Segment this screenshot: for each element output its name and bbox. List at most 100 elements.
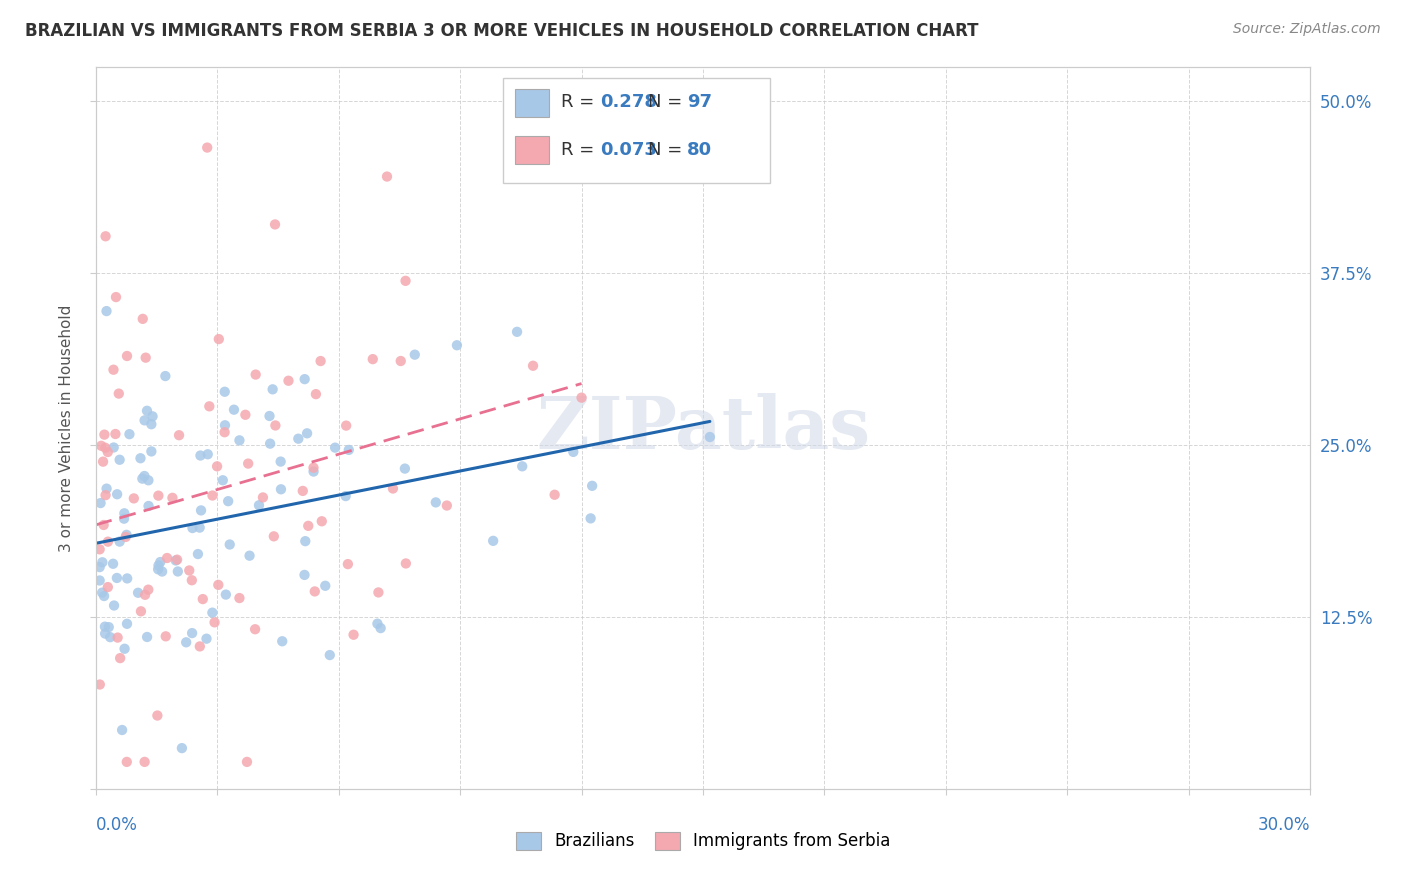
Point [295, 426, 318, 441]
Point [104, 427, 127, 442]
Point [366, 616, 388, 631]
Point [112, 506, 135, 520]
Point [91, 585, 114, 599]
Point [89, 677, 111, 691]
Point [105, 571, 128, 585]
Point [262, 382, 284, 396]
Text: 0.073: 0.073 [600, 141, 657, 159]
FancyBboxPatch shape [515, 136, 548, 164]
Point [522, 359, 544, 373]
Point [98, 630, 121, 644]
Point [361, 352, 384, 367]
Point [115, 528, 138, 542]
Point [277, 374, 299, 388]
Point [108, 534, 131, 549]
Point [111, 723, 134, 737]
Point [498, 136, 520, 150]
Point [136, 630, 159, 644]
Point [270, 454, 292, 468]
Point [204, 615, 226, 630]
Point [107, 631, 129, 645]
Point [394, 274, 416, 288]
Point [287, 432, 309, 446]
Point [134, 469, 156, 483]
Point [190, 449, 212, 463]
Point [205, 459, 228, 474]
Point [174, 635, 197, 649]
Point [148, 558, 170, 573]
Point [264, 218, 287, 232]
Point [149, 555, 172, 569]
Point [195, 632, 218, 646]
Point [264, 418, 287, 433]
Point [191, 592, 214, 607]
Point [146, 562, 169, 576]
Point [118, 427, 141, 442]
Point [337, 442, 360, 457]
Point [127, 586, 149, 600]
Point [93, 589, 115, 603]
Point [188, 521, 211, 535]
Point [294, 372, 316, 386]
Point [208, 332, 231, 346]
Point [108, 452, 131, 467]
Text: 30.0%: 30.0% [1258, 816, 1310, 834]
Point [394, 461, 416, 475]
Point [105, 487, 128, 501]
Point [562, 445, 585, 459]
Text: Source: ZipAtlas.com: Source: ZipAtlas.com [1233, 22, 1381, 37]
Point [155, 369, 177, 384]
Point [146, 708, 169, 723]
Point [142, 409, 165, 424]
Point [336, 557, 359, 571]
Text: 0.0%: 0.0% [96, 816, 138, 834]
Point [91, 455, 114, 469]
Point [89, 574, 111, 588]
Point [155, 629, 177, 643]
Point [166, 565, 188, 579]
Point [291, 483, 314, 498]
Point [375, 169, 398, 184]
Point [129, 451, 152, 466]
Point [215, 588, 238, 602]
Point [263, 529, 285, 543]
Point [114, 641, 136, 656]
Point [319, 648, 342, 662]
Point [96, 482, 118, 496]
Point [446, 338, 468, 352]
FancyBboxPatch shape [502, 78, 770, 183]
Point [138, 499, 160, 513]
Point [238, 549, 260, 563]
Point [367, 585, 389, 599]
Point [506, 325, 529, 339]
Point [335, 489, 357, 503]
Point [214, 418, 236, 433]
Point [389, 354, 412, 368]
Point [179, 564, 201, 578]
Point [93, 427, 115, 442]
Point [236, 755, 259, 769]
Point [309, 354, 332, 368]
Point [167, 428, 190, 442]
Point [259, 409, 281, 423]
Point [129, 604, 152, 618]
Point [302, 460, 325, 475]
Point [97, 534, 120, 549]
Point [188, 640, 211, 654]
Point [134, 413, 156, 427]
Point [198, 400, 221, 414]
Legend: Brazilians, Immigrants from Serbia: Brazilians, Immigrants from Serbia [509, 825, 897, 857]
Point [271, 634, 294, 648]
Point [104, 290, 127, 304]
Point [90, 496, 112, 510]
Point [115, 349, 138, 363]
Point [156, 551, 179, 566]
Point [136, 404, 159, 418]
Point [96, 304, 118, 318]
Point [90, 439, 112, 453]
Point [425, 495, 447, 509]
Point [381, 482, 404, 496]
Point [302, 465, 325, 479]
Text: N =: N = [648, 141, 689, 159]
Text: 80: 80 [688, 141, 713, 159]
